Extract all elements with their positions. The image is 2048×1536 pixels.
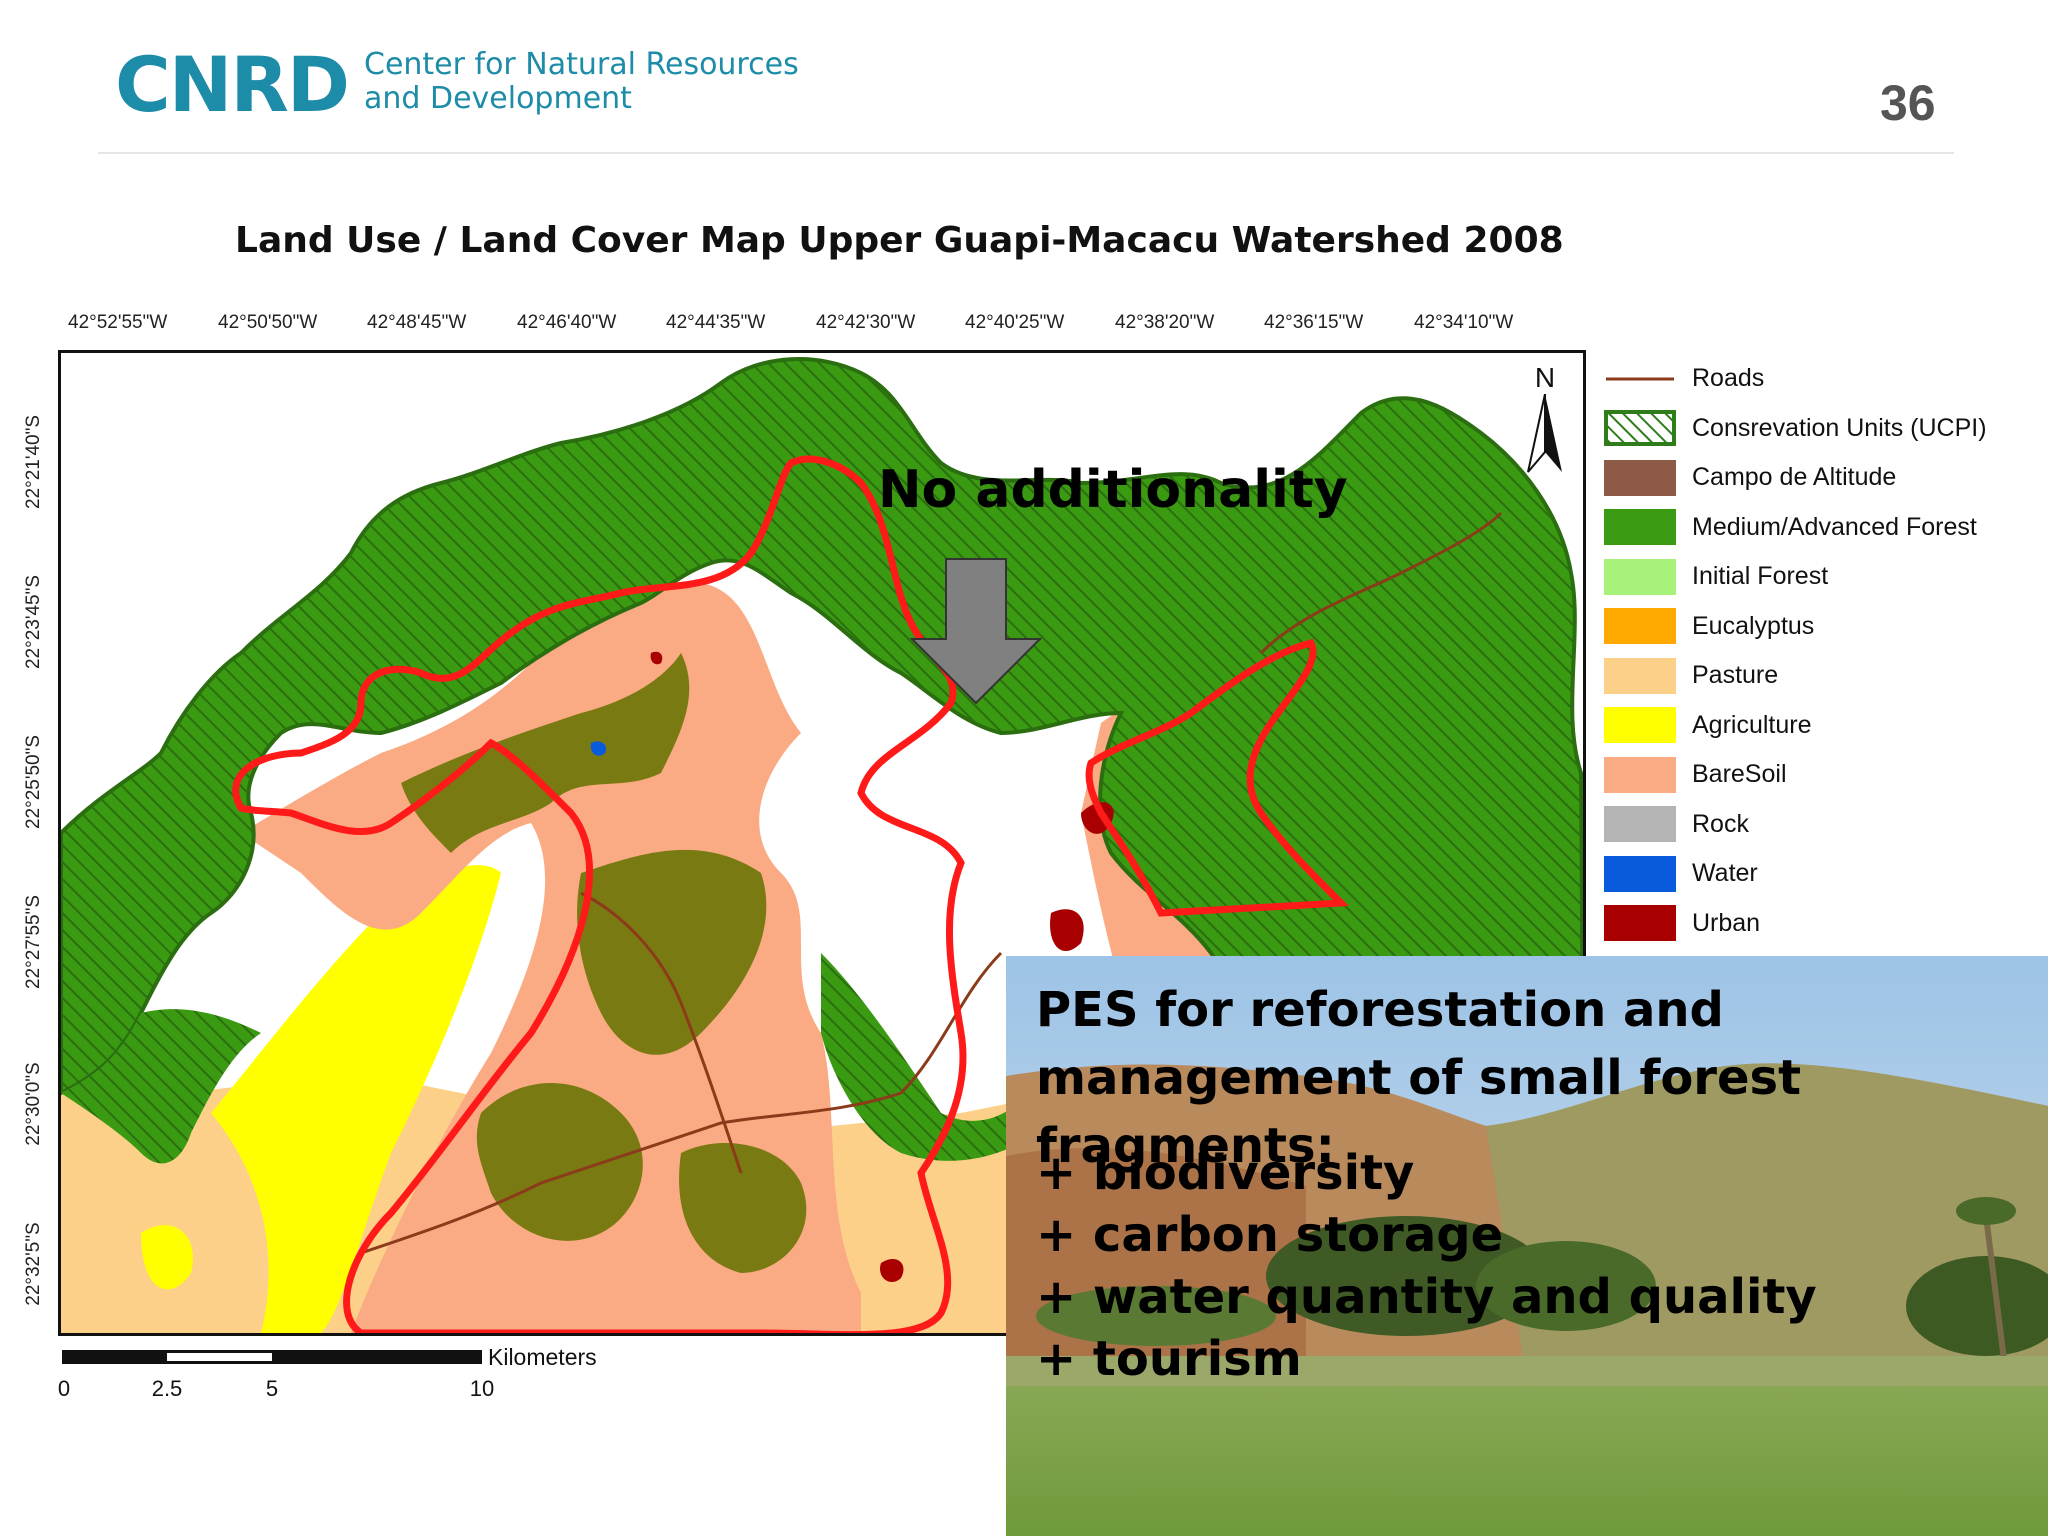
- legend-item-urban: Urban: [1604, 899, 2044, 949]
- legend-item-medium-advanced-forest: Medium/Advanced Forest: [1604, 503, 2044, 553]
- scale-bar: [62, 1350, 482, 1364]
- legend-label: Campo de Altitude: [1692, 463, 1897, 492]
- legend-label: Urban: [1692, 908, 1761, 937]
- benefit-item: + water quantity and quality: [1036, 1269, 1817, 1325]
- legend-item-agriculture: Agriculture: [1604, 701, 2044, 751]
- legend-label: Pasture: [1692, 661, 1779, 690]
- legend-item-campo-de-altitude: Campo de Altitude: [1604, 453, 2044, 503]
- legend-item-baresoil: BareSoil: [1604, 750, 2044, 800]
- legend-label: Eucalyptus: [1692, 611, 1815, 640]
- pes-benefits-list: + biodiversity + carbon storage + water …: [1036, 1142, 1817, 1390]
- longitude-label: 42°44'35"W: [666, 312, 766, 333]
- legend-item-eucalyptus: Eucalyptus: [1604, 602, 2044, 652]
- map-title: Land Use / Land Cover Map Upper Guapi-Ma…: [235, 220, 1564, 261]
- legend-label: Roads: [1692, 364, 1765, 393]
- benefit-item: + tourism: [1036, 1331, 1302, 1387]
- latitude-label: 22°27'55"S: [23, 894, 44, 990]
- benefit-item: + biodiversity: [1036, 1145, 1415, 1201]
- legend-swatch: [1604, 509, 1676, 546]
- legend-swatch: [1604, 806, 1676, 843]
- no-additionality-label: No additionality: [878, 460, 1348, 520]
- landscape-photo: [1006, 956, 2048, 1536]
- pes-title: PES for reforestation and management of …: [1036, 982, 1802, 1174]
- legend-label: Agriculture: [1692, 710, 1812, 739]
- legend-item-roads: Roads: [1604, 354, 2044, 404]
- scale-unit-label: Kilometers: [488, 1344, 597, 1370]
- longitude-label: 42°50'50"W: [218, 312, 318, 333]
- latitude-label: 22°21'40"S: [23, 414, 44, 510]
- org-name-line1: Center for Natural Resources: [364, 47, 799, 82]
- legend-swatch: [1606, 377, 1674, 381]
- legend-item-water: Water: [1604, 849, 2044, 899]
- slide-number: 36: [1880, 75, 1936, 131]
- legend-label: Rock: [1692, 809, 1749, 838]
- legend-swatch: [1604, 410, 1676, 447]
- latitude-label: 22°25'50"S: [23, 734, 44, 830]
- longitude-label: 42°36'15"W: [1264, 312, 1364, 333]
- legend-item-initial-forest: Initial Forest: [1604, 552, 2044, 602]
- down-arrow-icon: [909, 558, 1043, 705]
- legend-swatch: [1604, 558, 1676, 595]
- legend-label: Water: [1692, 859, 1758, 888]
- legend-item-rock: Rock: [1604, 800, 2044, 850]
- scale-tick-label: 0: [57, 1376, 71, 1401]
- legend-swatch: [1604, 608, 1676, 645]
- landscape-photo-graphic: [1006, 956, 2048, 1536]
- benefit-item: + carbon storage: [1036, 1207, 1504, 1263]
- longitude-label: 42°48'45"W: [367, 312, 467, 333]
- legend-item-conservation-units: Consrevation Units (UCPI): [1604, 404, 2044, 454]
- legend-item-pasture: Pasture: [1604, 651, 2044, 701]
- legend-swatch: [1604, 657, 1676, 694]
- legend-label: Consrevation Units (UCPI): [1692, 413, 1987, 442]
- longitude-label: 42°42'30"W: [816, 312, 916, 333]
- longitude-label: 42°34'10"W: [1414, 312, 1514, 333]
- scale-tick-label: 10: [469, 1376, 495, 1401]
- longitude-label: 42°52'55"W: [68, 312, 168, 333]
- north-label: N: [1534, 362, 1556, 393]
- map-legend: Roads Consrevation Units (UCPI) Campo de…: [1604, 354, 2044, 948]
- scale-tick-label: 5: [265, 1376, 279, 1401]
- legend-swatch: [1604, 756, 1676, 793]
- latitude-label: 22°23'45"S: [23, 574, 44, 670]
- legend-label: Medium/Advanced Forest: [1692, 512, 1977, 541]
- latitude-label: 22°32'5"S: [23, 1222, 44, 1306]
- legend-label: BareSoil: [1692, 760, 1787, 789]
- legend-swatch: [1604, 459, 1676, 496]
- longitude-label: 42°46'40"W: [517, 312, 617, 333]
- cnrd-logo: CNRD: [115, 40, 350, 129]
- legend-label: Initial Forest: [1692, 562, 1829, 591]
- north-arrow-icon: N: [1520, 362, 1570, 479]
- org-name: Center for Natural Resources and Develop…: [364, 48, 799, 116]
- longitude-label: 42°38'20"W: [1115, 312, 1215, 333]
- legend-swatch: [1604, 855, 1676, 892]
- north-arrow-graphic: [1527, 393, 1562, 473]
- legend-swatch: [1604, 707, 1676, 744]
- header-divider: [98, 152, 1954, 154]
- org-name-line2: and Development: [364, 81, 632, 116]
- longitude-label: 42°40'25"W: [965, 312, 1065, 333]
- scale-tick-label: 2.5: [151, 1376, 183, 1401]
- latitude-label: 22°30'0"S: [23, 1062, 44, 1146]
- legend-swatch: [1604, 905, 1676, 942]
